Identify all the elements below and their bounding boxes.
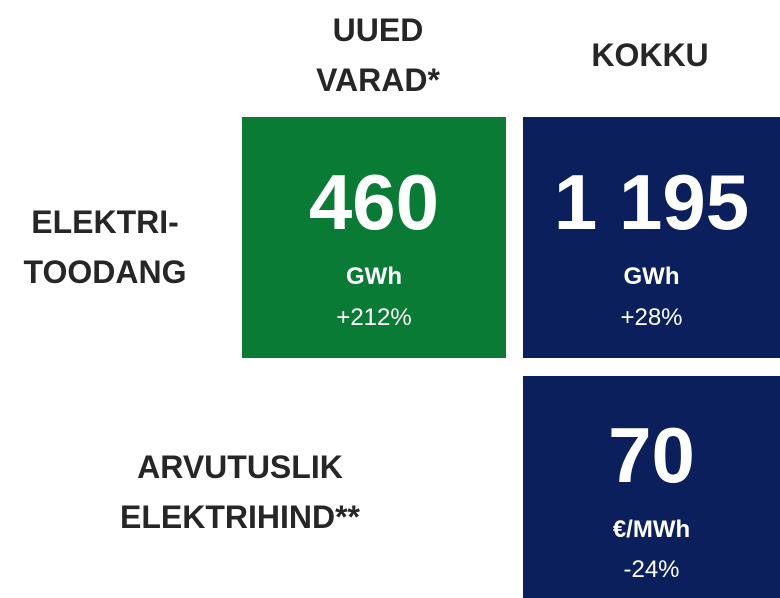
value: 460	[308, 158, 440, 246]
value-box: 1 195 GWh +28%	[523, 117, 780, 358]
header-line: VARAD*	[316, 62, 440, 98]
row-line: ELEKTRIHIND**	[119, 499, 360, 535]
row-header: ARVUTUSLIK ELEKTRIHIND**	[90, 442, 390, 542]
change: +212%	[336, 304, 412, 331]
row-header: ELEKTRI- TOODANG	[0, 197, 210, 297]
unit: GWh	[623, 263, 680, 290]
row-line: ARVUTUSLIK	[137, 449, 343, 485]
unit: €/MWh	[612, 516, 691, 543]
header-line: UUED	[332, 12, 424, 48]
value: 70	[608, 411, 695, 499]
value-box: 70 €/MWh -24%	[523, 376, 780, 598]
unit: GWh	[346, 263, 402, 290]
header-line: KOKKU	[591, 37, 709, 73]
value: 1 195	[553, 158, 750, 246]
change: -24%	[623, 556, 680, 583]
row-line: ELEKTRI-	[31, 204, 179, 240]
value-box: 460 GWh +212%	[242, 117, 506, 358]
change: +28%	[620, 304, 683, 331]
column-header: KOKKU	[540, 30, 760, 80]
row-line: TOODANG	[23, 254, 187, 290]
column-header: UUED VARAD*	[278, 5, 478, 105]
